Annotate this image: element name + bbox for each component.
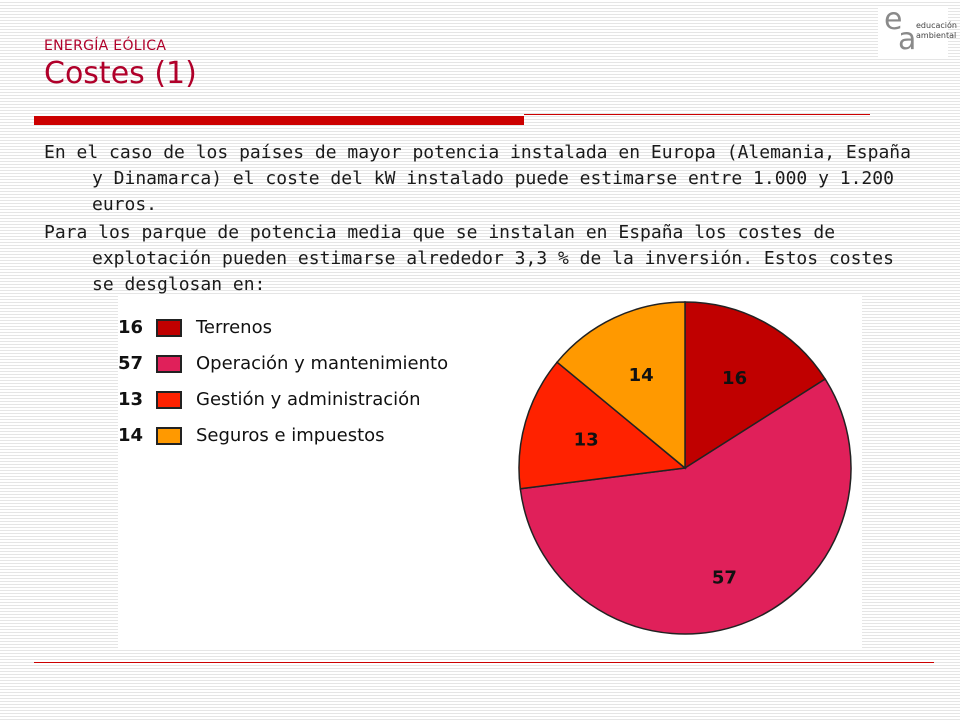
logo-letter-e: e [884, 2, 903, 37]
paragraph-1: En el caso de los países de mayor potenc… [44, 142, 911, 215]
legend-value: 14 [118, 425, 144, 446]
logo-text: educación ambiental [916, 21, 957, 41]
slide-header: ENERGÍA EÓLICA Costes (1) [44, 38, 197, 91]
logo-line-1: educación [916, 21, 957, 30]
legend-label: Gestión y administración [196, 389, 421, 410]
legend-label: Seguros e impuestos [196, 425, 385, 446]
legend-label: Operación y mantenimiento [196, 353, 449, 374]
legend-value: 16 [118, 317, 144, 338]
footer-line [34, 662, 934, 663]
body-text: En el caso de los países de mayor potenc… [44, 140, 924, 300]
slice-value-label: 16 [722, 368, 747, 389]
educacion-ambiental-logo: e a educación ambiental [878, 2, 957, 58]
slice-value-label: 13 [574, 429, 599, 450]
slide-title: Costes (1) [44, 56, 197, 91]
paragraph-2: Para los parque de potencia media que se… [44, 222, 894, 295]
legend-label: Terrenos [196, 317, 272, 338]
title-underline-bar [34, 116, 524, 125]
pie-chart: 16 57 13 14 [518, 301, 852, 635]
cost-breakdown-chart: 16 Terrenos 57 Operación y mantenimiento 13 G… [118, 296, 862, 648]
legend-swatch [156, 355, 182, 373]
logo-line-2: ambiental [916, 31, 957, 40]
pie-slice [684, 301, 827, 470]
section-label: ENERGÍA EÓLICA [44, 38, 167, 54]
slice-value-label: 14 [629, 365, 654, 386]
pie-slice [556, 301, 686, 470]
legend-swatch [156, 319, 182, 337]
legend-value: 57 [118, 353, 144, 374]
pie-slice [518, 361, 687, 490]
logo-letter-a: a [898, 22, 917, 57]
pie-slice [519, 378, 852, 635]
slice-value-label: 57 [712, 567, 737, 588]
legend-swatch [156, 391, 182, 409]
legend-value: 13 [118, 389, 144, 410]
legend-swatch [156, 427, 182, 445]
title-underline-thin [524, 114, 870, 115]
